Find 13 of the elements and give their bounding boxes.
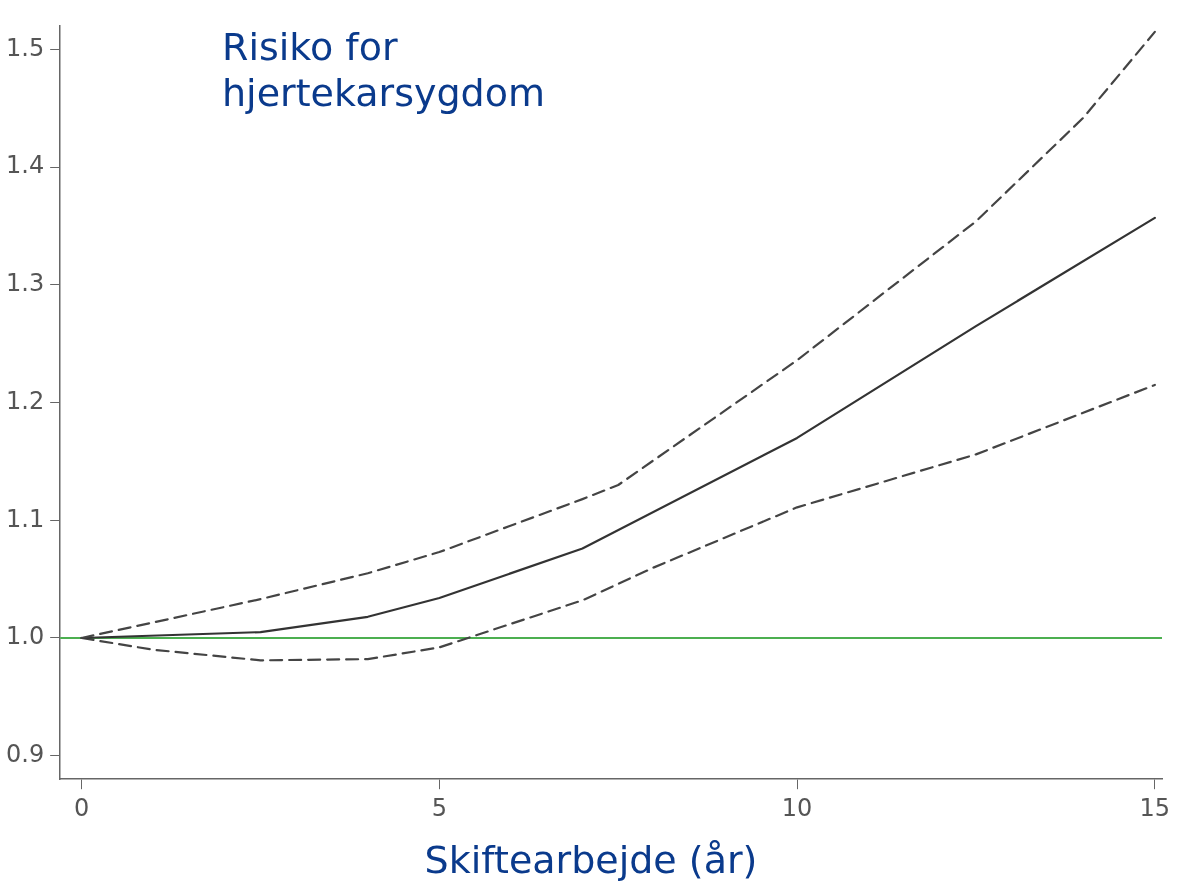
y-tick-label: 1.0 <box>6 622 45 651</box>
x-tick-label: 10 <box>781 793 813 822</box>
y-tick-label: 1.1 <box>6 504 45 533</box>
y-tick-label: 1.2 <box>6 386 45 415</box>
y-tick-label: 1.3 <box>6 269 45 298</box>
y-tick-label: 0.9 <box>6 739 45 768</box>
y-tick-label: 1.5 <box>6 33 45 62</box>
x-tick-label: 15 <box>1139 793 1171 822</box>
x-axis-title: Skiftearbejde (år) <box>423 838 759 882</box>
text: Risiko for hjertekarsygdom <box>222 24 546 116</box>
x-tick-label: 5 <box>431 793 448 822</box>
x-tick-label: 0 <box>73 793 90 822</box>
y-tick-label: 1.4 <box>6 151 45 180</box>
